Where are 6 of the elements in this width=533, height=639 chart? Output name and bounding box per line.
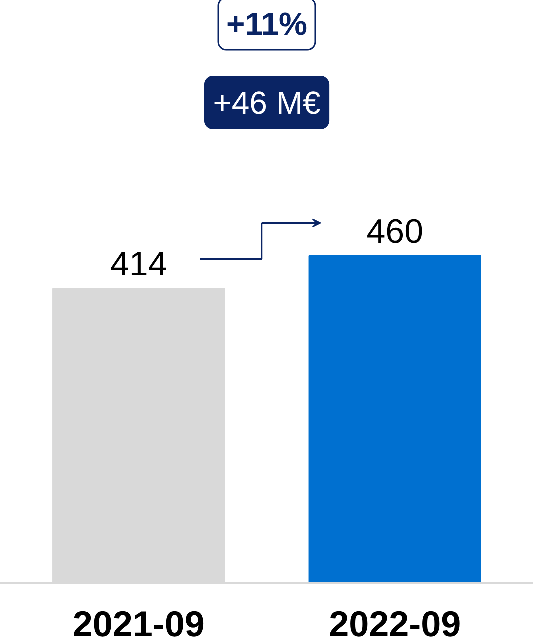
data-label: 414 [110, 246, 168, 284]
x-tick-label: 2021-09 [72, 604, 205, 639]
data-label: 460 [366, 212, 424, 251]
x-tick-label: 2022-09 [329, 604, 462, 639]
text: +11% [226, 6, 308, 42]
text: +46 M€ [213, 84, 322, 121]
